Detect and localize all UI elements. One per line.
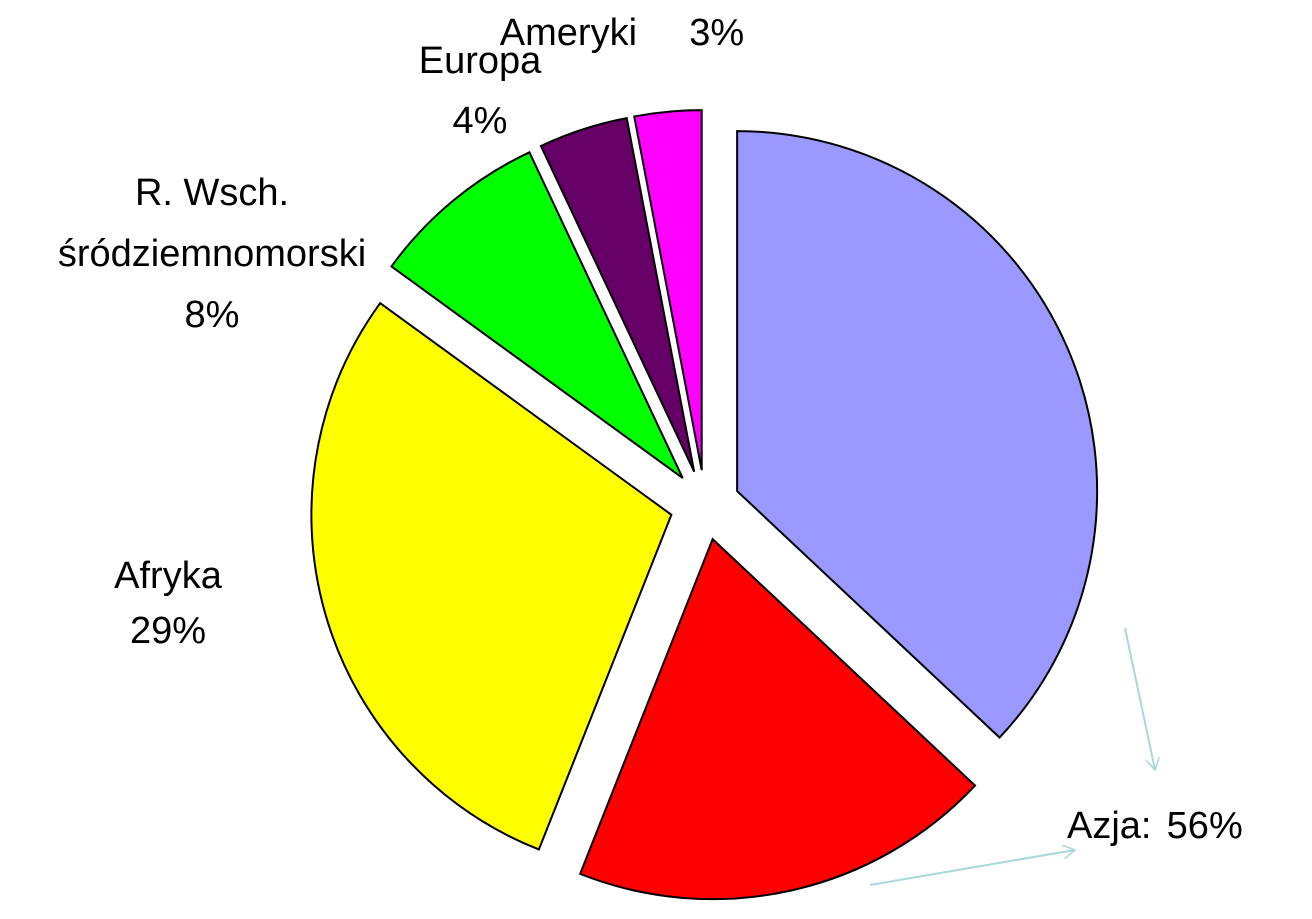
slice-label: R. Wsch. śródziemnomorski 8% xyxy=(58,172,366,336)
slice-label: Europa 4% xyxy=(419,40,542,142)
slice-label: Ameryki 3% xyxy=(500,12,744,54)
slice-value-label: 29% xyxy=(130,610,206,652)
slice-name: śródziemnomorski xyxy=(58,233,366,275)
pie-slice xyxy=(578,537,977,901)
pie-slice xyxy=(310,301,673,851)
slice-name: R. Wsch. xyxy=(135,172,289,214)
pie-slice xyxy=(736,130,1099,739)
slice-name: Afryka xyxy=(114,555,223,597)
pie-slice xyxy=(633,109,703,471)
slice-label: Afryka 29% xyxy=(114,555,223,652)
arrow xyxy=(869,850,1075,886)
slice-name: Ameryki xyxy=(500,12,637,54)
slice-label: Azja: 56% xyxy=(1067,805,1243,847)
slice-value-label: 8% xyxy=(185,294,240,336)
pie-slice xyxy=(539,116,696,473)
slice-value-label: 56% xyxy=(1167,805,1243,847)
pie-slice xyxy=(390,150,684,479)
slice-name: Azja: xyxy=(1067,805,1151,847)
slice-value-label: 3% xyxy=(689,12,744,54)
slice-name: Europa xyxy=(419,40,542,82)
arrow xyxy=(1124,627,1155,770)
slice-value-label: 4% xyxy=(453,100,508,142)
